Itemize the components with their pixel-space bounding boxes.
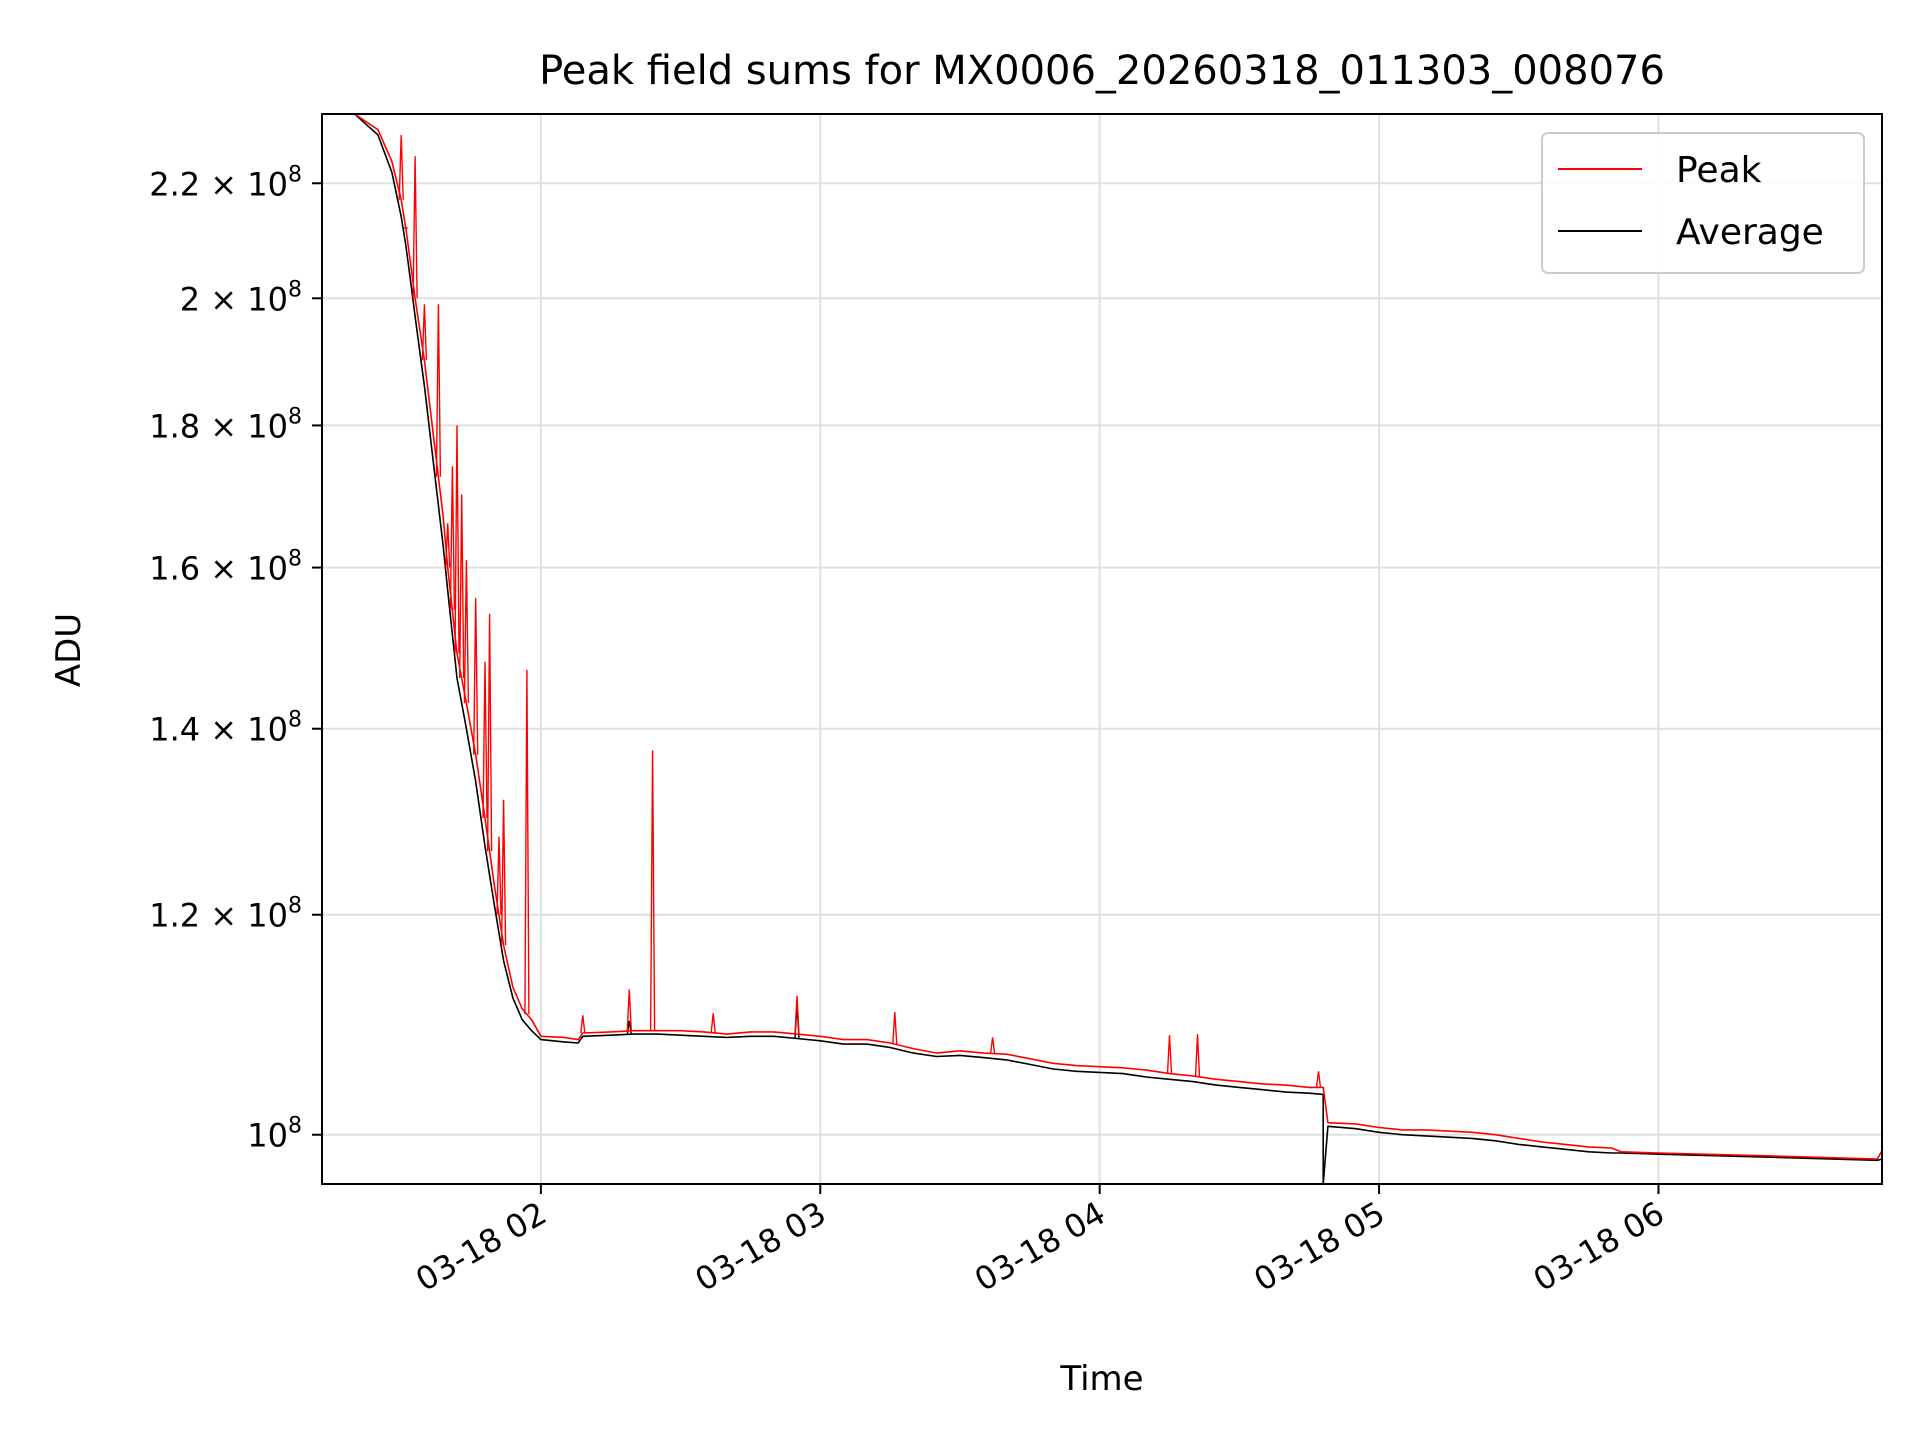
legend: Peak Average [1541, 132, 1865, 274]
chart-title: Peak field sums for MX0006_20260318_0113… [539, 48, 1665, 94]
series-spike-peak [412, 156, 418, 299]
series-spike-peak [486, 613, 493, 852]
y-tick-label: 2 × 108 [180, 277, 302, 318]
series-spike-peak [1194, 1034, 1201, 1077]
y-tick-label: 1.8 × 108 [149, 404, 302, 445]
series-spike-peak [524, 669, 530, 1015]
y-tick-label: 108 [247, 1114, 302, 1155]
series-spike-peak [482, 661, 488, 819]
series-spike-peak [496, 836, 502, 915]
grid [322, 114, 1882, 1184]
series-spike-peak [398, 134, 404, 200]
series-spike-peak [449, 466, 456, 610]
y-tick-label: 1.6 × 108 [149, 547, 302, 588]
series-line-average [322, 114, 1882, 1184]
y-tick-label: 2.2 × 108 [149, 162, 302, 203]
series-spike-peak [473, 598, 479, 755]
series-spike-peak [454, 425, 460, 654]
series-spike-peak [892, 1012, 898, 1045]
series-spike-peak [580, 1015, 586, 1034]
y-axis-label: ADU [49, 613, 89, 687]
series-spike-peak [459, 494, 465, 679]
series-spike-peak [500, 799, 507, 946]
legend-label: Peak [1676, 150, 1762, 191]
y-tick-label: 1.4 × 108 [149, 708, 302, 749]
series-spike-peak [435, 304, 442, 477]
series-spike-peak [794, 995, 800, 1035]
series-spike-peak [463, 560, 470, 704]
y-tick-label: 1.2 × 108 [149, 894, 302, 935]
series-spike-peak [445, 523, 451, 568]
series-spike-peak [649, 750, 656, 1031]
plot-frame [321, 113, 1883, 1185]
series-spike-peak [1315, 1071, 1322, 1088]
series-spike-peak [989, 1037, 996, 1054]
series-layer [322, 114, 1882, 1184]
series-spike-peak [421, 304, 428, 361]
series-spike-peak [710, 1013, 716, 1033]
series-spike-peak [626, 989, 632, 1032]
series-spike-peak [1166, 1035, 1173, 1074]
legend-label: Average [1676, 212, 1824, 253]
y-axis: 108 1.2 × 108 1.4 × 108 1.6 × 108 1.8 × 108 2… [149, 162, 322, 1155]
x-axis-label: Time [1059, 1359, 1143, 1399]
